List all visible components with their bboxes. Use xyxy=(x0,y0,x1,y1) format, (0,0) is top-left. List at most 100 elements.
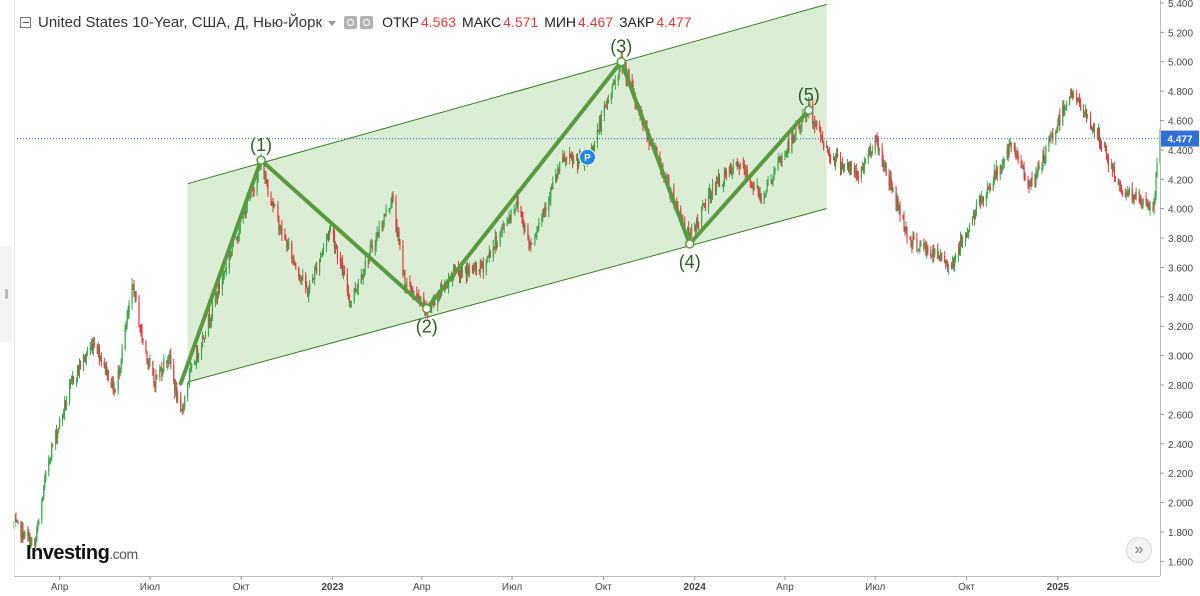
candle-body xyxy=(730,167,732,174)
candle-body xyxy=(24,531,26,539)
candle-body xyxy=(612,83,614,86)
candle-body xyxy=(288,243,290,245)
y-tick-label: 3.000 xyxy=(1168,352,1193,363)
candle-body xyxy=(548,198,550,211)
candle-body xyxy=(127,312,129,318)
candle-body xyxy=(208,314,211,323)
candle-body xyxy=(183,407,185,410)
candle-body xyxy=(695,225,697,231)
candle-body xyxy=(878,148,880,152)
wave-path[interactable] xyxy=(178,59,811,386)
channel-upper-line[interactable] xyxy=(187,3,827,185)
candle-body xyxy=(38,520,40,525)
candle-body xyxy=(285,237,287,241)
collapse-legend-icon[interactable] xyxy=(20,16,31,28)
candle-body xyxy=(1083,114,1086,116)
candle-body xyxy=(551,187,553,189)
candle-body xyxy=(292,256,294,260)
candle-body xyxy=(404,272,406,289)
candle-body xyxy=(849,163,852,169)
wave-point[interactable] xyxy=(422,303,432,314)
candle-body xyxy=(787,142,789,152)
candle-body xyxy=(472,267,474,272)
candle-body xyxy=(300,277,302,280)
candle-body xyxy=(315,267,317,269)
candle-body xyxy=(68,384,71,402)
wave-point[interactable] xyxy=(804,105,814,115)
event-marker-icon[interactable] xyxy=(578,148,596,166)
candle-body xyxy=(649,143,651,146)
candle-body xyxy=(125,324,127,328)
candle-body xyxy=(478,269,480,272)
candle-body xyxy=(891,185,893,190)
visibility-icon[interactable] xyxy=(344,15,358,29)
wave-point[interactable] xyxy=(616,56,626,67)
candle-body xyxy=(325,235,328,247)
instrument-name[interactable]: United States 10-Year, США, Д, Нью-Йорк xyxy=(38,13,323,31)
candle-body xyxy=(27,531,29,536)
candle-body xyxy=(1031,178,1033,181)
candle-body xyxy=(911,240,913,247)
candle-body xyxy=(230,251,232,256)
candle-body xyxy=(493,246,495,248)
candle-body xyxy=(267,184,269,195)
candle-body xyxy=(613,83,615,85)
candle-body xyxy=(760,193,762,204)
candle-body xyxy=(618,65,620,78)
y-tick-label: 4.400 xyxy=(1168,146,1193,157)
candle-body xyxy=(502,224,504,227)
price-axis-panel[interactable] xyxy=(1160,0,1200,596)
wave-point[interactable] xyxy=(684,239,695,249)
chevron-down-icon[interactable] xyxy=(328,20,337,26)
candle-body xyxy=(628,75,630,79)
candle-body xyxy=(932,248,934,258)
candle-body xyxy=(1140,202,1142,205)
candle-body xyxy=(277,205,279,218)
candle-body xyxy=(357,283,359,289)
candle-body xyxy=(99,356,101,360)
candle-body xyxy=(571,156,573,158)
candle-body xyxy=(576,158,579,168)
candle-body xyxy=(36,529,38,540)
candle-body xyxy=(953,258,955,267)
logo-main: Investing xyxy=(26,542,110,564)
scroll-to-latest-button[interactable]: » xyxy=(1126,537,1152,563)
candle-body xyxy=(888,174,890,186)
candle-body xyxy=(1020,161,1022,167)
candle-body xyxy=(631,78,633,87)
candle-body xyxy=(1059,114,1061,125)
y-tick-label: 2.000 xyxy=(1168,499,1193,510)
candle-body xyxy=(333,236,336,248)
candle-body xyxy=(397,230,399,237)
candle-body xyxy=(396,226,398,237)
investing-logo[interactable]: Investing.com xyxy=(26,542,138,565)
candle-body xyxy=(64,401,67,407)
candle-body xyxy=(154,382,156,387)
candle-body xyxy=(388,208,390,210)
open-label: ОТКР xyxy=(382,14,419,30)
gear-icon[interactable] xyxy=(360,15,374,29)
candle-body xyxy=(833,157,836,165)
candle-body xyxy=(1071,89,1073,94)
candle-body xyxy=(738,165,740,170)
candle-body xyxy=(281,226,283,236)
candle-body xyxy=(593,142,596,151)
candle-body xyxy=(1080,104,1082,110)
candle-body xyxy=(313,278,315,280)
candle-body xyxy=(147,362,149,364)
candle-body xyxy=(353,288,355,302)
candle-body xyxy=(853,167,855,174)
channel-fill[interactable] xyxy=(187,4,827,383)
candle-body xyxy=(839,157,842,169)
candle-body xyxy=(96,345,98,354)
wave-point[interactable] xyxy=(256,155,266,165)
channel-lower-line[interactable] xyxy=(187,208,827,383)
candle-body xyxy=(385,209,387,217)
candle-body xyxy=(1089,116,1092,127)
panel-resize-handle[interactable] xyxy=(0,246,12,342)
candle-body xyxy=(828,151,831,157)
candle-body xyxy=(1111,164,1113,170)
candle-body xyxy=(1073,96,1075,98)
candle-body xyxy=(62,414,64,420)
